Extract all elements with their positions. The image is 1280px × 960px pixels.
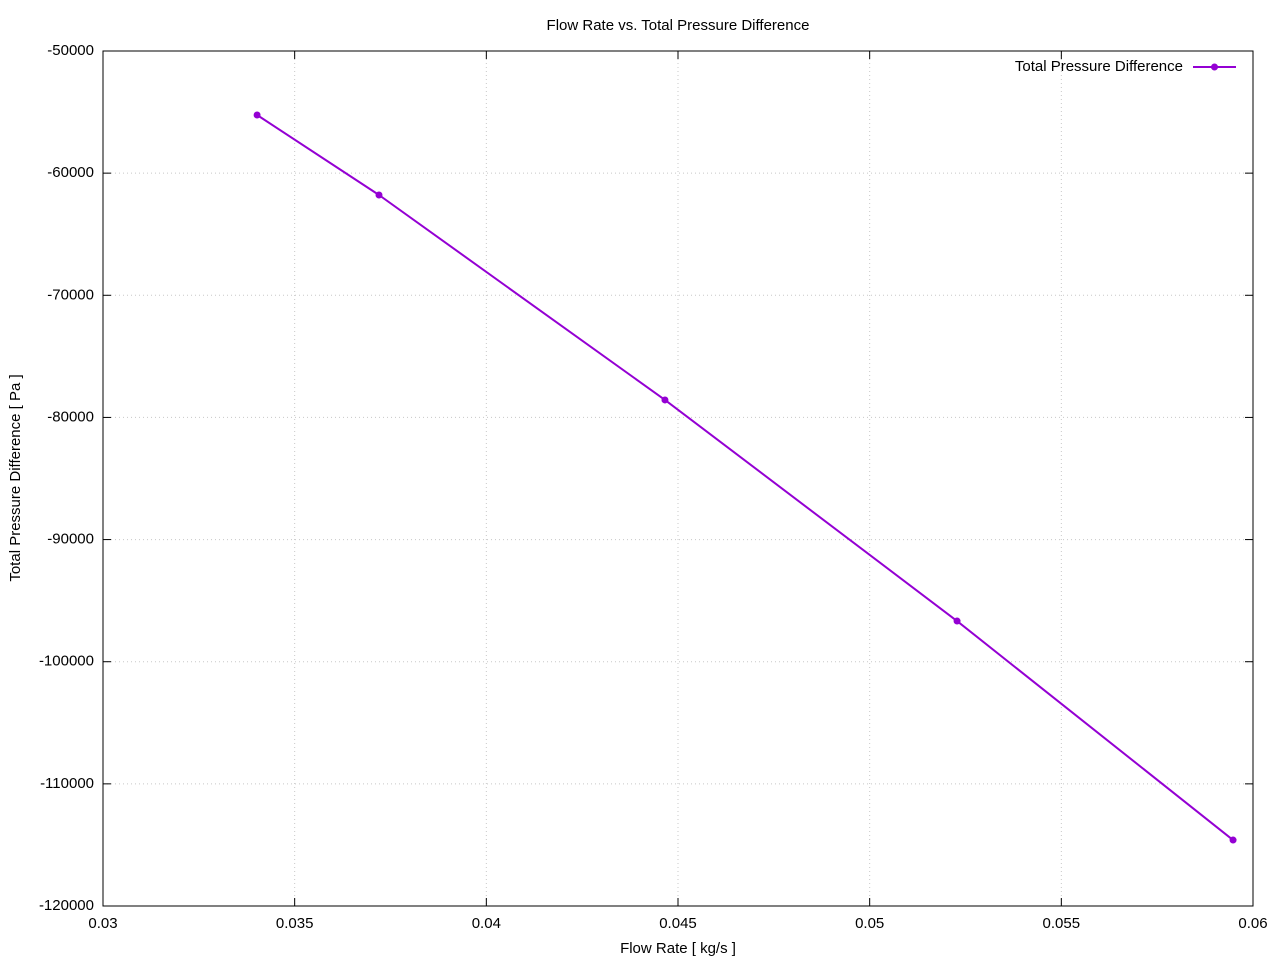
x-tick-label: 0.04 <box>472 915 501 932</box>
chart-title: Flow Rate vs. Total Pressure Difference <box>547 17 810 34</box>
y-tick-label: -60000 <box>47 164 94 181</box>
y-tick-label: -80000 <box>47 408 94 425</box>
data-point <box>953 617 961 625</box>
y-tick-label: -110000 <box>40 775 94 792</box>
y-tick-label: -100000 <box>39 653 94 670</box>
plot-border <box>102 50 1254 907</box>
x-tick-label: 0.035 <box>276 915 314 932</box>
y-tick-label: -120000 <box>39 897 94 914</box>
y-tick-label: -70000 <box>47 286 94 303</box>
y-tick-label: -50000 <box>47 42 94 59</box>
data-point <box>253 111 261 119</box>
data-point <box>375 191 383 199</box>
x-tick-label: 0.045 <box>659 915 697 932</box>
x-tick-label: 0.05 <box>855 915 884 932</box>
y-axis-label: Total Pressure Difference [ Pa ] <box>7 374 24 581</box>
x-tick-label: 0.03 <box>88 915 117 932</box>
legend-label: Total Pressure Difference <box>1015 58 1183 75</box>
data-point <box>1229 836 1237 844</box>
x-axis-label: Flow Rate [ kg/s ] <box>620 940 736 957</box>
legend-marker <box>1211 63 1218 71</box>
x-tick-label: 0.06 <box>1238 915 1267 932</box>
data-point <box>661 396 669 404</box>
y-tick-label: -90000 <box>47 531 94 548</box>
x-tick-label: 0.055 <box>1043 915 1081 932</box>
